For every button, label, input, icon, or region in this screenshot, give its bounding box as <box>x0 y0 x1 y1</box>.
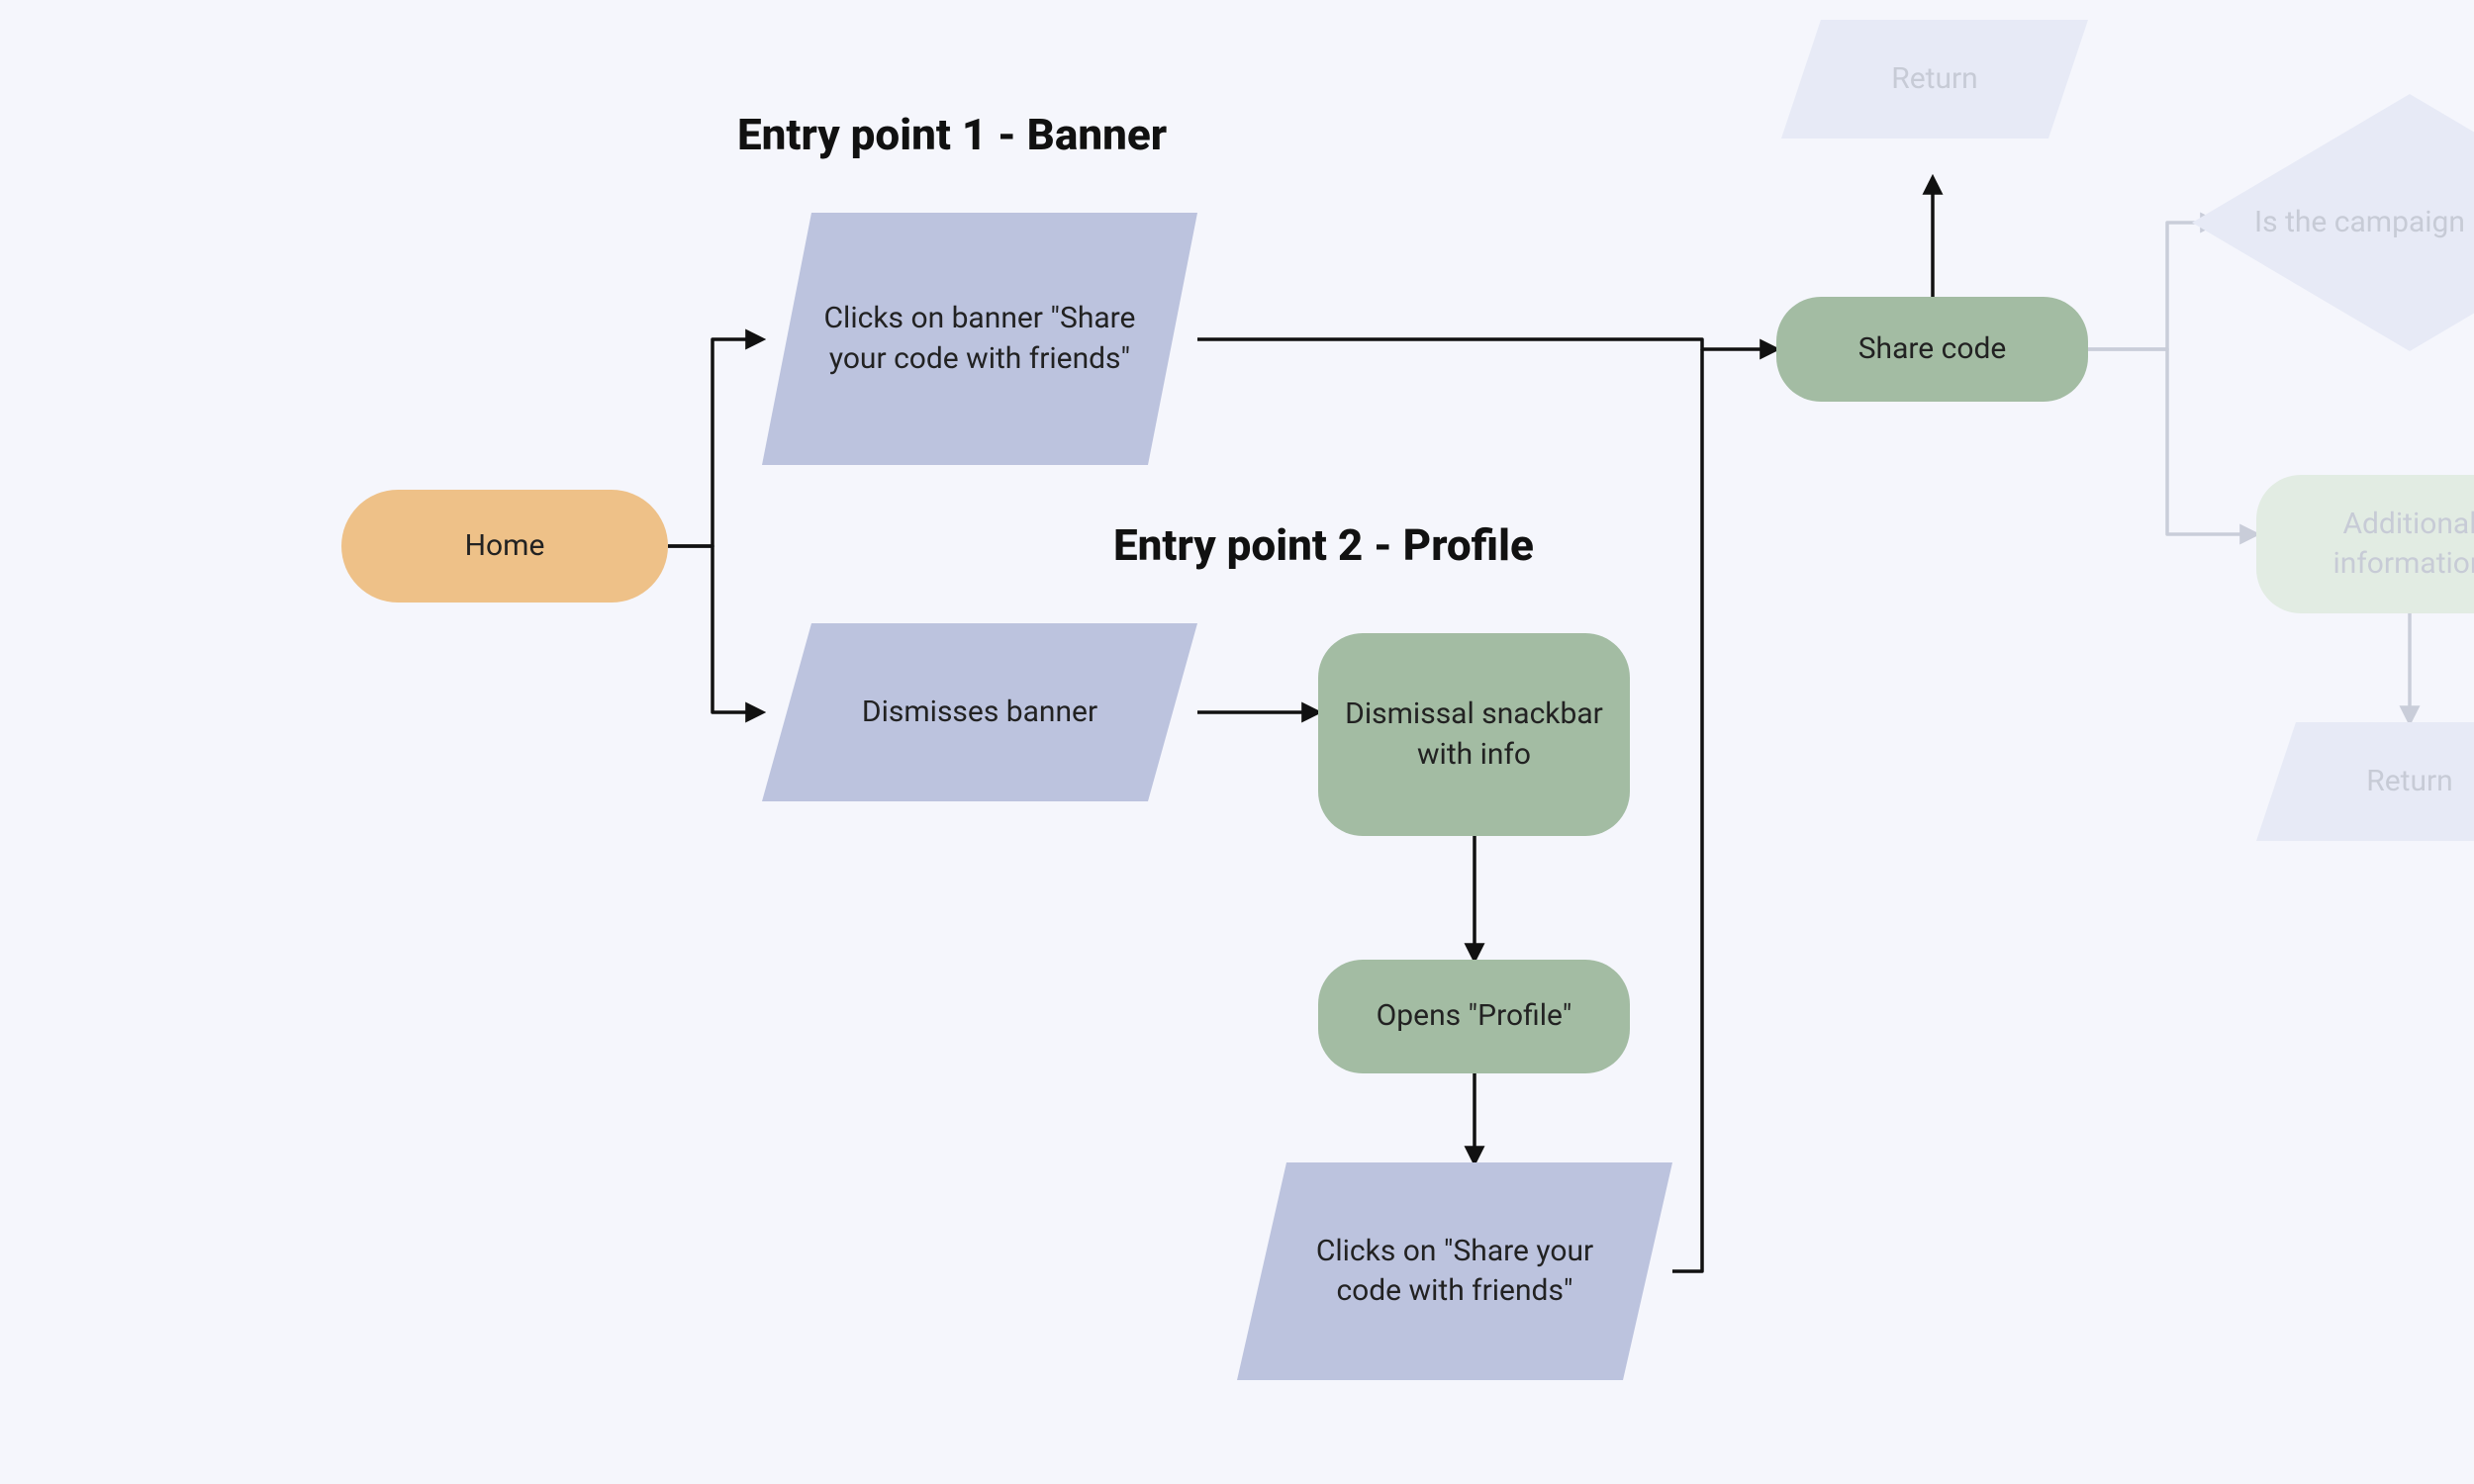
flow-node-label: Clicks on "Share your code with friends" <box>1267 1232 1643 1312</box>
flow-node-label: Home <box>447 526 563 567</box>
flow-node-campaign_active: Is the campaign active? <box>2192 94 2474 351</box>
flow-node-dismiss_banner: Dismisses banner <box>762 623 1197 801</box>
section-heading: Entry point 2 - Profile <box>1113 519 1534 571</box>
flow-edge <box>1197 339 1776 349</box>
section-heading: Entry point 1 - Banner <box>737 109 1167 160</box>
flow-node-label: Dismissal snackbar with info <box>1318 695 1630 775</box>
flow-node-label: Is the campaign active? <box>2236 203 2474 243</box>
flow-node-snackbar: Dismissal snackbar with info <box>1318 633 1630 836</box>
flow-node-label: Opens "Profile" <box>1359 996 1590 1037</box>
flow-node-opens_profile: Opens "Profile" <box>1318 960 1630 1073</box>
flow-edge <box>668 339 762 546</box>
flowchart-canvas: Entry point 1 - Banner Entry point 2 - Pr… <box>0 0 2474 1484</box>
flow-node-click_banner: Clicks on banner "Share your code with f… <box>762 213 1197 465</box>
flow-node-additional_info: Additional information <box>2256 475 2474 613</box>
flow-node-label: Dismisses banner <box>844 693 1115 733</box>
flow-node-click_share_profile: Clicks on "Share your code with friends" <box>1237 1162 1672 1380</box>
flow-edge <box>1672 349 1702 1271</box>
flow-node-share_code: Share code <box>1776 297 2088 402</box>
flow-node-label: Share code <box>1841 329 2025 370</box>
flow-node-home: Home <box>341 490 668 603</box>
flow-edge <box>2088 349 2256 534</box>
flow-edge <box>668 546 762 712</box>
flow-node-label: Return <box>1873 59 1995 100</box>
flow-node-return_top: Return <box>1781 20 2088 139</box>
flow-node-label: Additional information <box>2256 505 2474 585</box>
flow-node-label: Clicks on banner "Share your code with f… <box>792 299 1168 379</box>
flow-node-return_bottom: Return <box>2256 722 2474 841</box>
flow-node-label: Return <box>2348 762 2470 802</box>
